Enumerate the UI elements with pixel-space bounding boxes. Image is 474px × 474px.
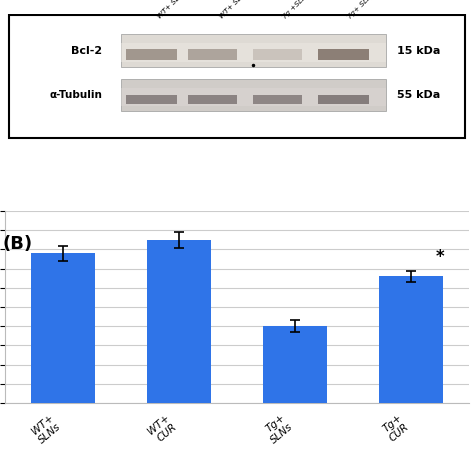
FancyBboxPatch shape	[188, 94, 237, 104]
FancyBboxPatch shape	[121, 34, 386, 67]
FancyBboxPatch shape	[121, 88, 386, 106]
FancyBboxPatch shape	[126, 94, 177, 104]
Bar	[379, 276, 443, 403]
FancyBboxPatch shape	[253, 49, 302, 60]
Text: α-Tubulin: α-Tubulin	[49, 90, 102, 100]
Bar	[147, 240, 211, 403]
Text: Tg+ SLNs: Tg+ SLNs	[346, 0, 375, 20]
Text: Tg +SLNs: Tg +SLNs	[282, 0, 310, 20]
Text: 55 kDa: 55 kDa	[397, 90, 440, 100]
FancyBboxPatch shape	[188, 49, 237, 60]
Text: Bcl-2: Bcl-2	[71, 46, 102, 55]
Text: WT+ SLNs: WT+ SLNs	[219, 0, 250, 20]
FancyBboxPatch shape	[253, 94, 302, 104]
Text: *: *	[436, 248, 445, 266]
Bar	[31, 253, 95, 403]
FancyBboxPatch shape	[121, 43, 386, 62]
Text: 15 kDa: 15 kDa	[397, 46, 441, 55]
FancyBboxPatch shape	[9, 16, 465, 138]
Text: (B): (B)	[2, 235, 33, 253]
Text: WT+ SLNs: WT+ SLNs	[156, 0, 187, 20]
FancyBboxPatch shape	[319, 94, 369, 104]
Bar	[263, 326, 327, 403]
FancyBboxPatch shape	[319, 49, 369, 60]
FancyBboxPatch shape	[121, 80, 386, 111]
FancyBboxPatch shape	[126, 49, 177, 60]
